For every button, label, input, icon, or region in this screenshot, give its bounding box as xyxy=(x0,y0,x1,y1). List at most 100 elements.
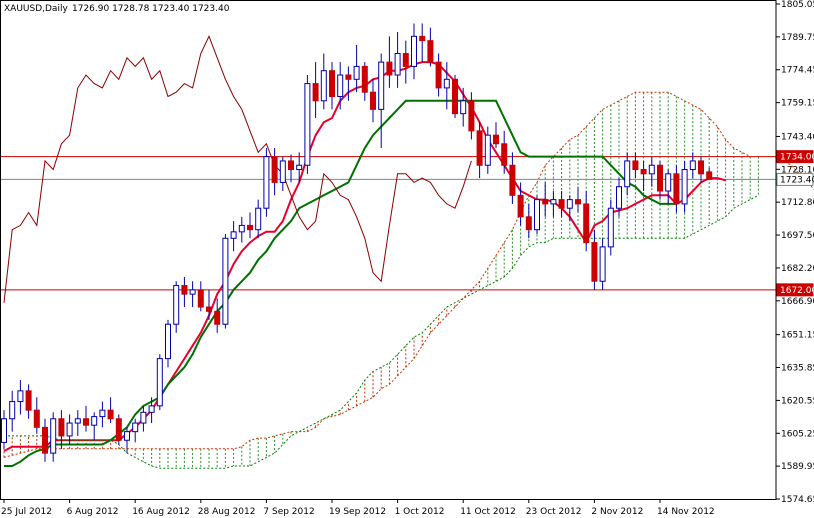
candle-body xyxy=(550,199,557,205)
candle-body xyxy=(583,203,590,244)
ichimoku-cloud xyxy=(3,92,759,469)
candle-body xyxy=(124,431,130,441)
candle-body xyxy=(66,422,73,437)
candle-body xyxy=(312,83,319,102)
candle-body xyxy=(288,160,294,171)
candle-body xyxy=(370,91,376,110)
candle-body xyxy=(525,216,532,231)
candle-body xyxy=(640,169,647,175)
candle-body xyxy=(271,156,278,183)
series-line xyxy=(3,35,472,303)
candle-body xyxy=(706,171,713,180)
candle-body xyxy=(337,74,344,97)
chart-ohlc-label: 1726.90 1728.78 1723.40 1723.40 xyxy=(72,4,230,14)
price-tag-box xyxy=(776,283,814,297)
price-tags: 1734.00 1672.00 1723.40 xyxy=(776,150,814,297)
candle-body xyxy=(296,164,303,171)
candle-body xyxy=(419,35,426,42)
y-tick-label: 1620.55 xyxy=(781,396,814,406)
candle-body xyxy=(197,289,204,308)
candle-body xyxy=(616,186,622,209)
x-tick-label: 19 Sep 2012 xyxy=(329,507,386,517)
y-tick-label: 1605.25 xyxy=(781,429,814,439)
candle-body xyxy=(107,409,114,420)
candle-body xyxy=(599,246,606,282)
y-tick-label: 1574.65 xyxy=(781,495,814,505)
series-line xyxy=(4,194,759,469)
candle-body xyxy=(624,160,631,188)
y-tick-label: 1651.15 xyxy=(781,331,814,341)
candle-body xyxy=(230,231,237,239)
candle-body xyxy=(156,358,163,407)
candle-body xyxy=(247,224,253,231)
candle-body xyxy=(378,61,385,110)
candle-body xyxy=(509,164,516,196)
candle-body xyxy=(353,65,360,80)
candle-body xyxy=(263,156,270,209)
candle-body xyxy=(468,100,475,132)
y-tick-label: 1666.90 xyxy=(781,297,814,307)
price-tag-label: 1734.00 xyxy=(780,153,814,163)
indicator-lines xyxy=(3,35,814,469)
candle-body xyxy=(648,164,655,175)
price-tag-label: 1672.00 xyxy=(780,286,814,296)
plot-border xyxy=(0,0,777,500)
candle-body xyxy=(411,35,417,67)
candle-body xyxy=(435,61,442,89)
candle-body xyxy=(542,199,549,205)
candle-body xyxy=(255,207,262,231)
candle-body xyxy=(427,40,434,63)
price-tag-box xyxy=(776,150,814,164)
y-tick-label: 1728.10 xyxy=(781,165,814,175)
y-tick-label: 1682.20 xyxy=(781,264,814,274)
candle-body xyxy=(657,164,663,192)
candle-body xyxy=(58,418,65,437)
candle-body xyxy=(394,53,401,76)
y-tick-label: 1589.95 xyxy=(781,462,814,472)
price-tag-box xyxy=(776,172,814,186)
candle-body xyxy=(566,199,573,209)
candle-body xyxy=(222,237,229,325)
y-tick-label: 1743.40 xyxy=(781,132,814,142)
x-tick-label: 16 Aug 2012 xyxy=(132,507,190,517)
candle-body xyxy=(181,285,188,295)
candle-body xyxy=(173,285,180,325)
candle-body xyxy=(329,70,335,97)
candle-body xyxy=(1,418,7,443)
candle-body xyxy=(9,401,16,420)
x-tick-label: 11 Oct 2012 xyxy=(460,507,516,517)
y-tick-label: 1697.50 xyxy=(781,231,814,241)
candle-body xyxy=(148,405,155,413)
candle-body xyxy=(493,134,499,145)
x-tick-label: 7 Sep 2012 xyxy=(263,507,314,517)
candle-body xyxy=(140,411,147,424)
candle-body xyxy=(402,53,409,67)
x-tick-label: 25 Jul 2012 xyxy=(1,507,52,517)
chart-symbol-label: XAUUSD,Daily xyxy=(4,4,68,14)
candle-body xyxy=(386,61,393,76)
candle-body xyxy=(632,160,639,171)
candle-body xyxy=(681,169,688,205)
x-tick-label: 1 Oct 2012 xyxy=(395,507,445,517)
x-tick-label: 28 Aug 2012 xyxy=(198,507,256,517)
candle-body xyxy=(279,160,286,183)
candle-body xyxy=(206,306,212,312)
candle-body xyxy=(132,422,139,433)
candle-body xyxy=(320,70,327,102)
candle-body xyxy=(452,78,458,115)
y-tick-label: 1774.45 xyxy=(781,66,814,76)
candles xyxy=(1,23,713,462)
x-tick-label: 2 Nov 2012 xyxy=(591,507,643,517)
candle-body xyxy=(189,289,196,295)
candle-body xyxy=(99,409,106,418)
candle-body xyxy=(484,134,491,166)
candle-body xyxy=(501,143,508,166)
candle-body xyxy=(517,194,524,218)
candle-body xyxy=(361,65,368,93)
y-tick-label: 1805.05 xyxy=(781,0,814,10)
horizontal-levels xyxy=(0,156,776,291)
candle-body xyxy=(91,416,98,426)
x-tick-label: 23 Oct 2012 xyxy=(526,507,582,517)
